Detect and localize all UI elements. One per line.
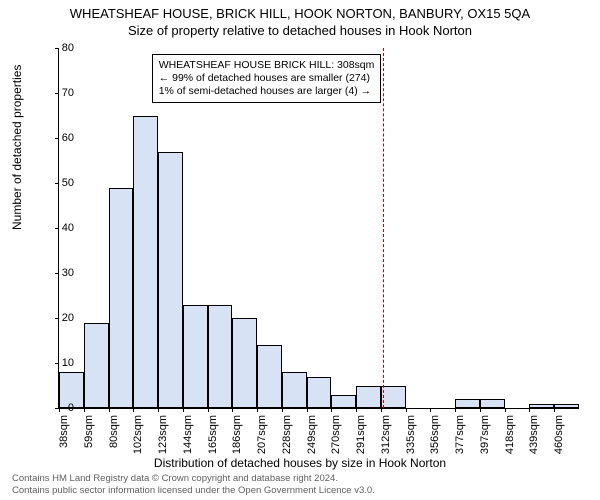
page-title: WHEATSHEAF HOUSE, BRICK HILL, HOOK NORTO… bbox=[0, 0, 600, 21]
y-tick-label: 70 bbox=[62, 87, 74, 99]
y-tick-mark bbox=[55, 48, 59, 49]
x-tick-label: 397sqm bbox=[479, 415, 491, 455]
y-tick-label: 0 bbox=[68, 402, 74, 414]
x-tick-label: 228sqm bbox=[281, 415, 293, 455]
annotation-line: WHEATSHEAF HOUSE BRICK HILL: 308sqm bbox=[159, 59, 375, 72]
bar bbox=[257, 345, 282, 408]
bar bbox=[208, 305, 233, 409]
y-tick-label: 10 bbox=[62, 357, 74, 369]
y-tick-label: 50 bbox=[62, 177, 74, 189]
y-tick-mark bbox=[55, 318, 59, 319]
bar bbox=[84, 323, 109, 409]
x-tick-mark bbox=[133, 408, 134, 412]
bar bbox=[331, 395, 356, 409]
x-tick-mark bbox=[554, 408, 555, 412]
y-tick-label: 20 bbox=[62, 312, 74, 324]
x-tick-label: 207sqm bbox=[256, 415, 268, 455]
plot-region: WHEATSHEAF HOUSE BRICK HILL: 308sqm← 99%… bbox=[58, 48, 579, 409]
bar bbox=[307, 377, 332, 409]
x-axis-label: Distribution of detached houses by size … bbox=[0, 456, 600, 470]
x-tick-mark bbox=[232, 408, 233, 412]
footer-attribution: Contains HM Land Registry data © Crown c… bbox=[12, 473, 375, 496]
x-tick-label: 249sqm bbox=[306, 415, 318, 455]
x-tick-label: 80sqm bbox=[108, 415, 120, 455]
x-tick-label: 59sqm bbox=[83, 415, 95, 455]
x-tick-label: 377sqm bbox=[454, 415, 466, 455]
x-tick-mark bbox=[307, 408, 308, 412]
y-axis-label: Number of detached properties bbox=[10, 65, 24, 230]
x-tick-mark bbox=[505, 408, 506, 412]
x-tick-label: 335sqm bbox=[405, 415, 417, 455]
footer-line-2: Contains public sector information licen… bbox=[12, 485, 375, 496]
x-tick-label: 439sqm bbox=[528, 415, 540, 455]
bar bbox=[109, 188, 134, 409]
y-tick-mark bbox=[55, 183, 59, 184]
bar bbox=[455, 399, 480, 408]
bar bbox=[282, 372, 307, 408]
x-tick-mark bbox=[480, 408, 481, 412]
x-tick-mark bbox=[282, 408, 283, 412]
bar bbox=[232, 318, 257, 408]
annotation-line: 1% of semi-detached houses are larger (4… bbox=[159, 85, 375, 98]
y-tick-label: 30 bbox=[62, 267, 74, 279]
x-tick-label: 312sqm bbox=[380, 415, 392, 455]
y-tick-mark bbox=[55, 273, 59, 274]
bar bbox=[183, 305, 208, 409]
x-tick-mark bbox=[183, 408, 184, 412]
page-subtitle: Size of property relative to detached ho… bbox=[0, 21, 600, 38]
bar bbox=[133, 116, 158, 409]
chart-area: WHEATSHEAF HOUSE BRICK HILL: 308sqm← 99%… bbox=[58, 48, 578, 408]
y-tick-mark bbox=[55, 228, 59, 229]
x-tick-mark bbox=[331, 408, 332, 412]
y-tick-label: 40 bbox=[62, 222, 74, 234]
x-tick-mark bbox=[356, 408, 357, 412]
x-tick-label: 270sqm bbox=[330, 415, 342, 455]
x-tick-label: 165sqm bbox=[207, 415, 219, 455]
bar bbox=[356, 386, 381, 409]
x-tick-label: 356sqm bbox=[429, 415, 441, 455]
x-tick-mark bbox=[109, 408, 110, 412]
x-tick-mark bbox=[455, 408, 456, 412]
x-tick-mark bbox=[529, 408, 530, 412]
x-tick-label: 144sqm bbox=[182, 415, 194, 455]
y-tick-mark bbox=[55, 93, 59, 94]
reference-line bbox=[383, 48, 384, 408]
bar bbox=[554, 404, 579, 409]
x-tick-label: 418sqm bbox=[504, 415, 516, 455]
x-tick-mark bbox=[158, 408, 159, 412]
x-tick-mark bbox=[84, 408, 85, 412]
footer-line-1: Contains HM Land Registry data © Crown c… bbox=[12, 473, 375, 484]
bar bbox=[158, 152, 183, 409]
y-tick-mark bbox=[55, 363, 59, 364]
bar bbox=[480, 399, 505, 408]
y-tick-mark bbox=[55, 138, 59, 139]
x-tick-label: 291sqm bbox=[355, 415, 367, 455]
x-tick-label: 186sqm bbox=[231, 415, 243, 455]
y-tick-label: 80 bbox=[62, 42, 74, 54]
x-tick-mark bbox=[257, 408, 258, 412]
x-tick-mark bbox=[406, 408, 407, 412]
x-tick-mark bbox=[208, 408, 209, 412]
x-tick-label: 123sqm bbox=[157, 415, 169, 455]
y-tick-label: 60 bbox=[62, 132, 74, 144]
x-tick-label: 102sqm bbox=[132, 415, 144, 455]
x-tick-mark bbox=[59, 408, 60, 412]
x-tick-label: 38sqm bbox=[58, 415, 70, 455]
annotation-line: ← 99% of detached houses are smaller (27… bbox=[159, 72, 375, 85]
bar bbox=[381, 386, 406, 409]
bar bbox=[529, 404, 554, 409]
annotation-box: WHEATSHEAF HOUSE BRICK HILL: 308sqm← 99%… bbox=[152, 54, 382, 103]
x-tick-mark bbox=[430, 408, 431, 412]
x-tick-mark bbox=[381, 408, 382, 412]
x-tick-label: 460sqm bbox=[553, 415, 565, 455]
